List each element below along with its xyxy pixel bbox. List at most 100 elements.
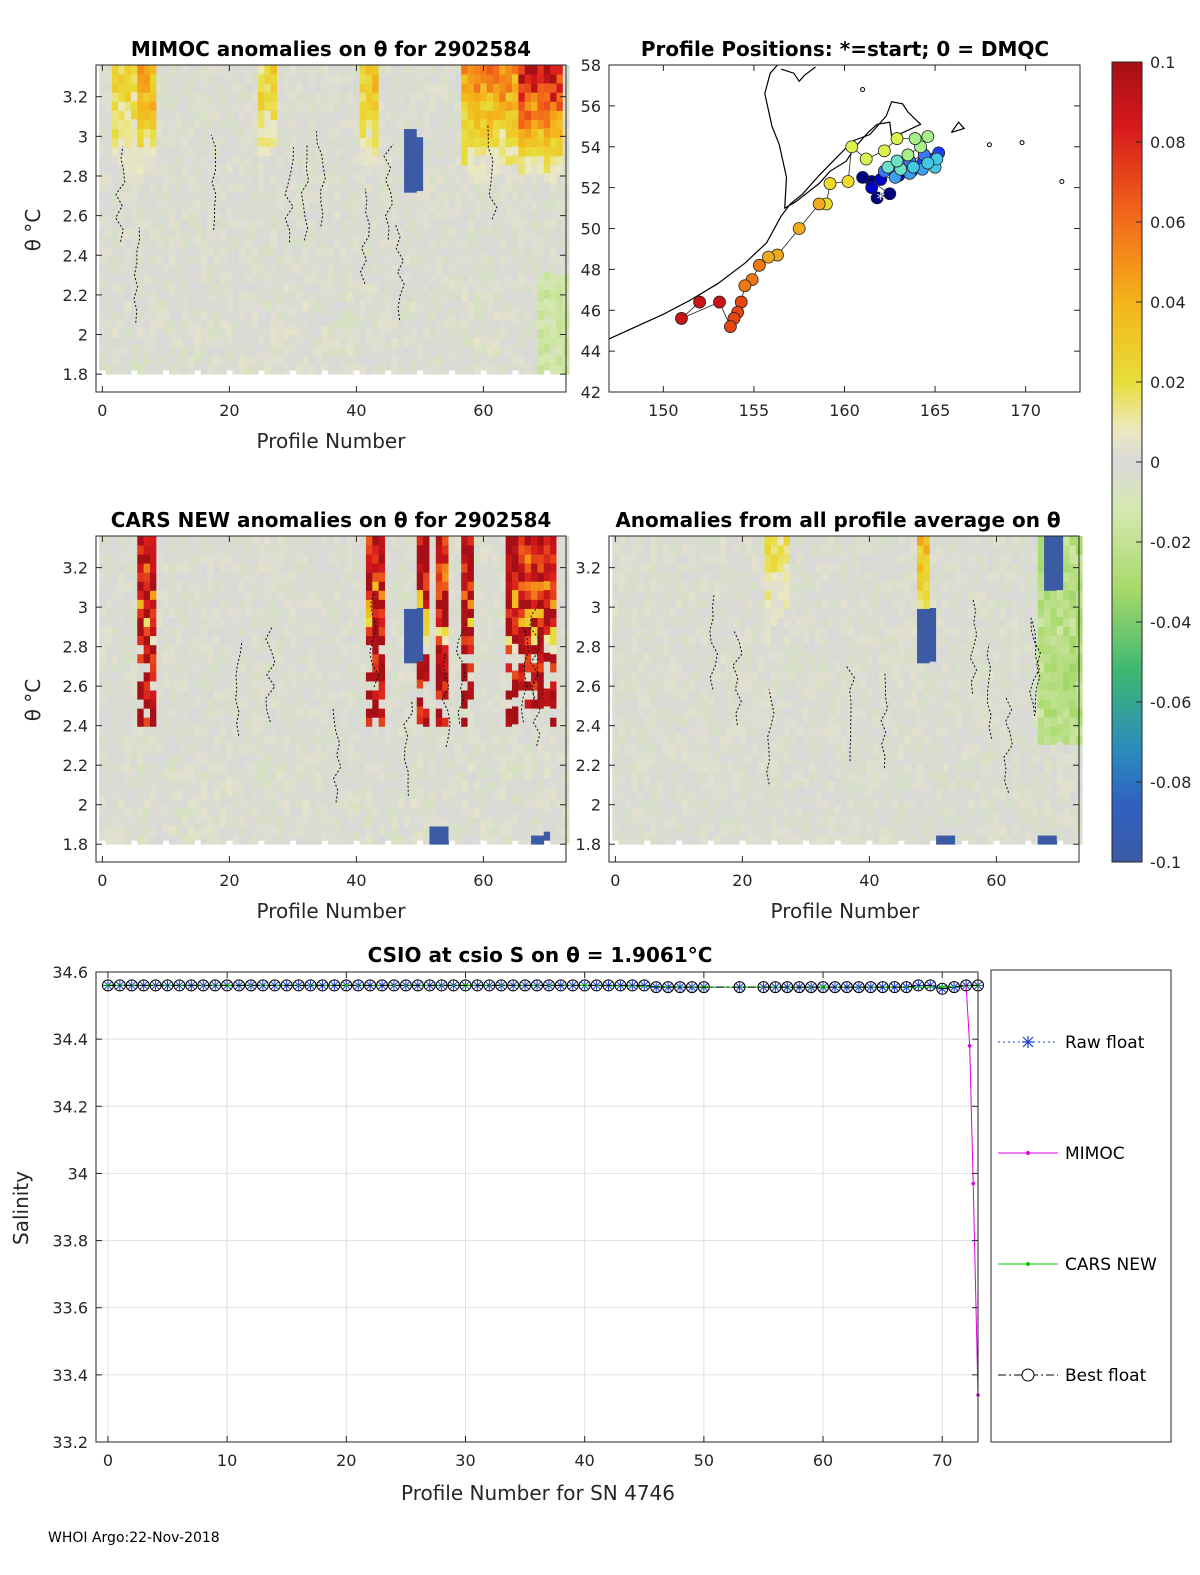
heatmap-cell <box>404 346 411 357</box>
heatmap-cell <box>277 128 284 139</box>
heatmap-cell <box>454 355 462 366</box>
heatmap-cell <box>505 283 513 293</box>
heatmap-cell <box>448 598 456 608</box>
heatmap-cell <box>156 92 164 102</box>
heatmap-cell <box>372 717 380 727</box>
heatmap-cell <box>175 365 183 375</box>
heatmap-cell <box>423 572 430 582</box>
heatmap-cell <box>512 750 519 761</box>
heatmap-cell <box>149 835 157 845</box>
heatmap-cell <box>461 355 468 366</box>
heatmap-cell <box>384 316 392 326</box>
heatmap-cell <box>181 65 189 75</box>
heatmap-cell <box>296 346 303 357</box>
heatmap-cell <box>277 671 284 682</box>
profile-position-marker <box>762 250 775 264</box>
heatmap-cell <box>105 192 113 202</box>
heatmap-cell <box>156 301 164 311</box>
heatmap-cell <box>334 545 341 555</box>
heatmap-cell <box>442 708 449 718</box>
heatmap-cell <box>264 237 272 248</box>
heatmap-cell <box>512 280 519 290</box>
heatmap-cell <box>340 274 348 284</box>
heatmap-cell <box>188 183 195 193</box>
heatmap-cell <box>232 310 240 321</box>
heatmap-cell <box>169 835 176 845</box>
heatmap-cell <box>162 244 170 254</box>
heatmap-cell <box>340 563 348 573</box>
heatmap-cell <box>518 735 526 745</box>
heatmap-cell <box>340 101 348 111</box>
heatmap-cell <box>226 732 233 743</box>
heatmap-cell <box>531 274 538 284</box>
heatmap-cell <box>188 165 195 175</box>
heatmap-cell <box>315 201 322 211</box>
heatmap-cell <box>238 699 246 709</box>
heatmap-cell <box>480 697 488 707</box>
heatmap-cell <box>200 762 208 773</box>
heatmap-cell <box>143 274 151 284</box>
heatmap-cell <box>442 717 449 727</box>
heatmap-cell <box>296 662 303 673</box>
heatmap-cell <box>111 310 119 321</box>
heatmap-cell <box>270 74 278 84</box>
heatmap-cell <box>277 265 284 275</box>
heatmap-cell <box>130 172 138 183</box>
heatmap-cell <box>118 210 125 220</box>
heatmap-cell <box>461 835 468 845</box>
heatmap-cell <box>442 744 449 754</box>
heatmap-cell <box>296 599 303 609</box>
heatmap-cell <box>429 328 437 339</box>
heatmap-cell <box>289 580 297 591</box>
heatmap-cell <box>219 572 227 582</box>
heatmap-cell <box>384 199 392 210</box>
heatmap-cell <box>397 753 405 764</box>
heatmap-cell <box>238 581 246 591</box>
heatmap-cell <box>188 771 195 782</box>
heatmap-cell <box>315 174 322 184</box>
heatmap-cell <box>442 617 449 628</box>
heatmap-cell <box>410 699 418 709</box>
heatmap-cell <box>181 690 189 700</box>
heatmap-cell <box>315 155 322 166</box>
heatmap-cell <box>238 826 246 836</box>
heatmap-cell <box>118 798 125 809</box>
heatmap-cell <box>365 717 373 727</box>
heatmap-cell <box>327 92 335 102</box>
heatmap-cell <box>296 328 303 339</box>
heatmap-cell <box>143 545 151 555</box>
heatmap-cell <box>340 635 348 646</box>
heatmap-cell <box>270 146 278 157</box>
heatmap-cell <box>410 210 418 220</box>
heatmap-cell <box>99 208 106 218</box>
heatmap-cell <box>283 165 291 175</box>
heatmap-cell <box>169 174 176 184</box>
heatmap-cell <box>111 798 119 809</box>
heatmap-cell <box>181 735 189 745</box>
heatmap-cell <box>188 192 195 202</box>
heatmap-cell <box>302 283 310 293</box>
heatmap-cell <box>283 65 291 75</box>
y-tick-label: 50 <box>581 220 601 239</box>
heatmap-cell <box>130 822 138 832</box>
heatmap-cell <box>384 670 392 680</box>
heatmap-cell <box>492 283 500 293</box>
heatmap-cell <box>105 92 113 102</box>
heatmap-cell <box>423 246 430 257</box>
heatmap-cell <box>442 662 449 673</box>
heatmap-cell <box>200 219 208 230</box>
heatmap-cell <box>492 681 500 691</box>
heatmap-cell <box>334 617 341 628</box>
heatmap-cell <box>264 762 272 773</box>
heatmap-cell <box>238 283 246 293</box>
heatmap-cell <box>499 201 507 211</box>
heatmap-cell <box>308 780 316 791</box>
heatmap-cell <box>461 110 468 120</box>
heatmap-cell <box>410 744 418 754</box>
heatmap-cell <box>302 717 310 727</box>
heatmap-cell <box>480 625 488 635</box>
heatmap-cell <box>124 365 132 375</box>
heatmap-cell <box>461 328 468 339</box>
heatmap-cell <box>480 598 488 608</box>
heatmap-cell <box>245 110 253 120</box>
